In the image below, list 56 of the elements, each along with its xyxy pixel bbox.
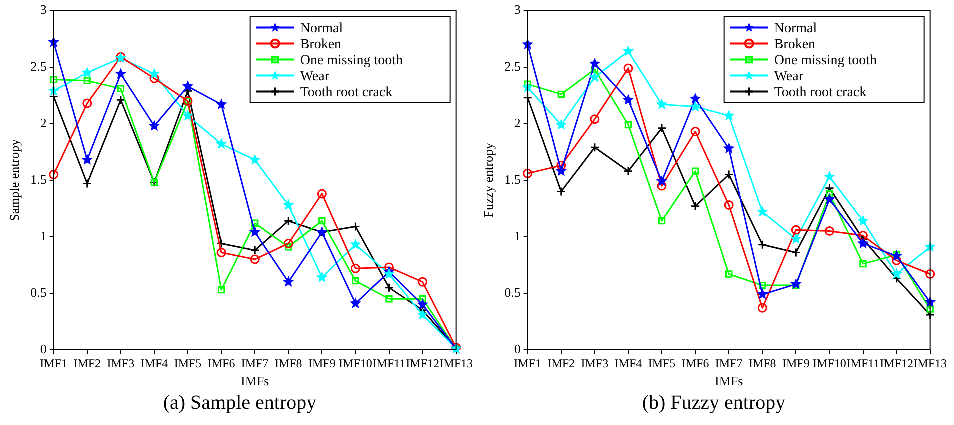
y-tick-label: 0.5 xyxy=(30,284,47,300)
y-tick-label: 3 xyxy=(40,2,47,18)
y-axis-title: Sample entropy xyxy=(7,138,22,222)
x-tick-label: IMF12 xyxy=(880,356,914,370)
x-tick-label: IMF7 xyxy=(715,356,743,370)
x-tick-label: IMF10 xyxy=(339,356,372,370)
x-tick-label: IMF10 xyxy=(813,356,846,370)
x-tick-label: IMF13 xyxy=(440,356,473,370)
y-tick-label: 2 xyxy=(514,115,521,130)
x-tick-label: IMF1 xyxy=(514,356,542,370)
x-tick-label: IMF9 xyxy=(308,356,336,370)
legend-label: Wear xyxy=(300,69,330,84)
x-tick-label: IMF2 xyxy=(548,356,576,370)
x-axis-title: IMFs xyxy=(714,374,744,389)
y-tick-label: 3 xyxy=(514,2,521,18)
x-tick-label: IMF3 xyxy=(107,356,135,370)
x-tick-label: IMF8 xyxy=(274,356,302,370)
y-tick-label: 0 xyxy=(514,341,521,356)
legend-label: Normal xyxy=(300,21,344,36)
y-tick-label: 2.5 xyxy=(504,58,521,74)
legend-label: Broken xyxy=(774,37,816,52)
x-tick-label: IMF4 xyxy=(614,356,642,370)
x-axis-title: IMFs xyxy=(240,374,270,389)
y-tick-label: 1 xyxy=(40,228,47,244)
y-tick-label: 2 xyxy=(40,115,47,130)
legend-label: Tooth root crack xyxy=(300,85,393,100)
x-tick-label: IMF5 xyxy=(174,356,202,370)
y-tick-label: 1 xyxy=(514,228,521,244)
text: (a) Sample entropy xyxy=(162,392,318,415)
legend-label: Tooth root crack xyxy=(774,85,867,100)
x-tick-label: IMF11 xyxy=(372,356,406,370)
x-tick-label: IMF3 xyxy=(581,356,609,370)
x-tick-label: IMF4 xyxy=(140,356,168,370)
x-tick-label: IMF2 xyxy=(74,356,102,370)
y-tick-label: 2.5 xyxy=(30,58,47,74)
x-tick-label: IMF11 xyxy=(846,356,880,370)
legend-label: Normal xyxy=(774,21,818,36)
x-tick-label: IMF6 xyxy=(682,356,710,370)
y-tick-label: 1.5 xyxy=(504,172,521,187)
legend-label: One missing tooth xyxy=(774,53,877,68)
y-tick-label: 0.5 xyxy=(504,284,521,300)
x-tick-label: IMF6 xyxy=(208,356,236,370)
x-tick-label: IMF1 xyxy=(40,356,68,370)
x-tick-label: IMF7 xyxy=(241,356,269,370)
x-tick-label: IMF8 xyxy=(748,356,776,370)
x-tick-label: IMF5 xyxy=(648,356,676,370)
x-tick-label: IMF13 xyxy=(914,356,947,370)
legend-label: Wear xyxy=(774,69,804,84)
legend-label: Broken xyxy=(300,37,342,52)
y-tick-label: 1.5 xyxy=(30,172,47,187)
y-tick-label: 0 xyxy=(40,341,47,356)
x-tick-label: IMF12 xyxy=(406,356,440,370)
y-axis-title: Fuzzy entropy xyxy=(481,142,496,218)
x-tick-label: IMF9 xyxy=(782,356,810,370)
text: (b) Fuzzy entropy xyxy=(641,392,787,415)
legend-label: One missing tooth xyxy=(300,53,403,68)
